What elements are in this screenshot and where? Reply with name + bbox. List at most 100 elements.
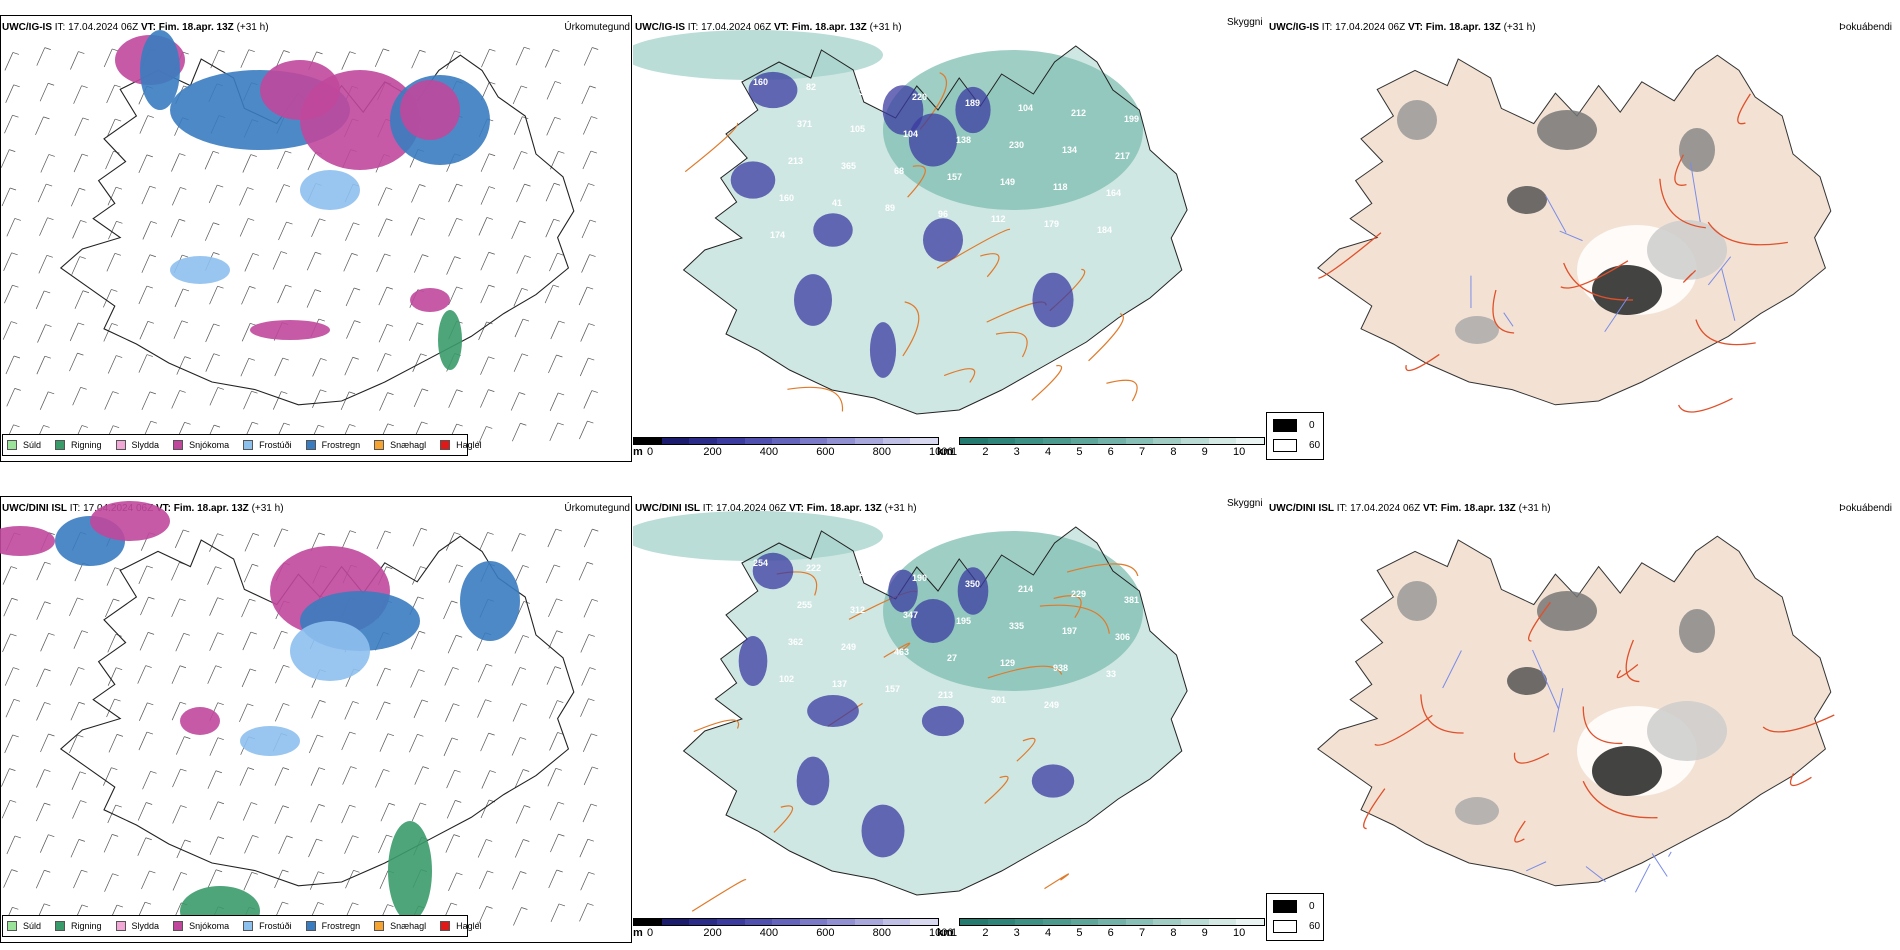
wind-barb-flag [179,598,186,602]
wind-barb-flag [554,564,561,568]
it-value: 17.04.2024 06Z [1335,22,1406,33]
colorbar-tick: 1000 [929,927,954,939]
colorbar-segment [1208,919,1237,925]
fog-title: Þokuábendi [1839,503,1892,514]
wind-barb [103,323,113,342]
wind-barb [103,289,112,308]
wind-barb [583,47,593,66]
wind-barb [512,871,521,890]
legend-swatch [55,440,66,450]
wind-barb-flag [215,770,222,774]
vis-header: UWC/DINI ISL IT: 17.04.2024 06Z VT: Fim.… [635,503,917,515]
wind-barb [74,290,84,309]
wind-barb [278,835,287,855]
legend-label: Snjókoma [189,440,230,450]
road [1016,737,1036,762]
wind-barb-flag [11,252,18,256]
wind-barb [376,667,386,687]
wind-barb [35,870,45,889]
wind-barb-flag [251,802,258,805]
wind-barb [173,320,183,339]
wind-barb-flag [519,667,527,670]
wind-barb [273,528,283,547]
visibility-area [883,531,1143,691]
wind-barb-flag [45,324,52,327]
precip-area [170,256,230,284]
vt-value: Fim. 18.apr. 13Z [173,503,249,514]
wind-barb [274,767,284,786]
wind-barb-flag [420,527,428,531]
wind-barb-flag [591,116,598,119]
wind-barb [175,633,185,652]
ceiling-label: 306 [1115,632,1130,642]
wind-barb-flag [592,766,599,770]
wind-barb-flag [112,834,119,837]
colorbar-tick: 800 [872,927,891,939]
wind-barb-flag [82,290,90,294]
wind-barb-flag [180,805,187,808]
ceiling-area [921,705,965,737]
wind-barb-flag [285,284,292,288]
wind-barb-flag [9,768,16,771]
wind-barb [40,633,49,652]
wind-barb [1,800,11,819]
wind-barb-flag [182,51,189,55]
wind-barb [36,47,46,66]
colorbar-segment [772,438,800,444]
wind-barb-flag [115,186,123,190]
coastline [59,54,575,406]
wind-barb [446,256,455,275]
wind-barb [207,770,217,789]
wind-barb-flag [521,353,529,357]
wind-barb-flag [553,218,560,222]
wind-barb [3,869,12,888]
road [987,665,1063,679]
wind-barb-flag [14,835,21,839]
legend-swatch [305,921,316,931]
wind-barb [583,599,593,618]
wind-barb-flag [318,318,325,322]
wind-barb [478,321,487,341]
wind-barb [105,151,114,170]
road [1762,714,1835,733]
ceiling-label: 82 [806,82,816,92]
wind-barb-flag [384,701,391,705]
wind-barb [37,324,46,343]
wind-barb-flag [521,151,528,154]
legend-swatch [7,921,17,931]
wind-barb-flag [116,220,123,224]
wind-barb [137,665,147,684]
visibility-colorbar [959,437,1265,445]
wind-barb [4,115,13,134]
vis-title: Skyggni [1227,498,1263,509]
wind-barb-flag [48,834,55,838]
colorbar-tick: 3 [1013,927,1020,939]
vt-value: Fim. 18.apr. 13Z [158,22,234,33]
precip-area [388,821,432,921]
wind-barb [243,872,253,891]
wind-barb [240,358,250,377]
river [1526,861,1547,872]
wind-barb [138,731,148,751]
wind-barb [70,188,80,207]
wind-barb [171,562,180,581]
wind-barb-flag [250,154,257,157]
wind-barb [243,564,253,583]
legend-swatch [243,440,254,450]
wind-barb-flag [591,390,598,393]
legend-label: Frostúði [259,440,292,450]
wind-barb-flag [556,354,563,358]
colorbar-segment [689,919,717,925]
wind-barb [139,632,149,651]
ceiling-label: 312 [850,605,865,615]
colorbar-tick: 9 [1201,927,1208,939]
wind-barb-flag [452,667,459,670]
wind-barb [579,357,589,377]
wind-barb [545,49,554,68]
wind-barb-flag [149,254,156,258]
wind-barb [342,766,351,785]
wind-barb [545,564,555,584]
wind-barb-flag [14,388,21,391]
wind-barb-flag [111,289,118,292]
river [1707,256,1732,286]
